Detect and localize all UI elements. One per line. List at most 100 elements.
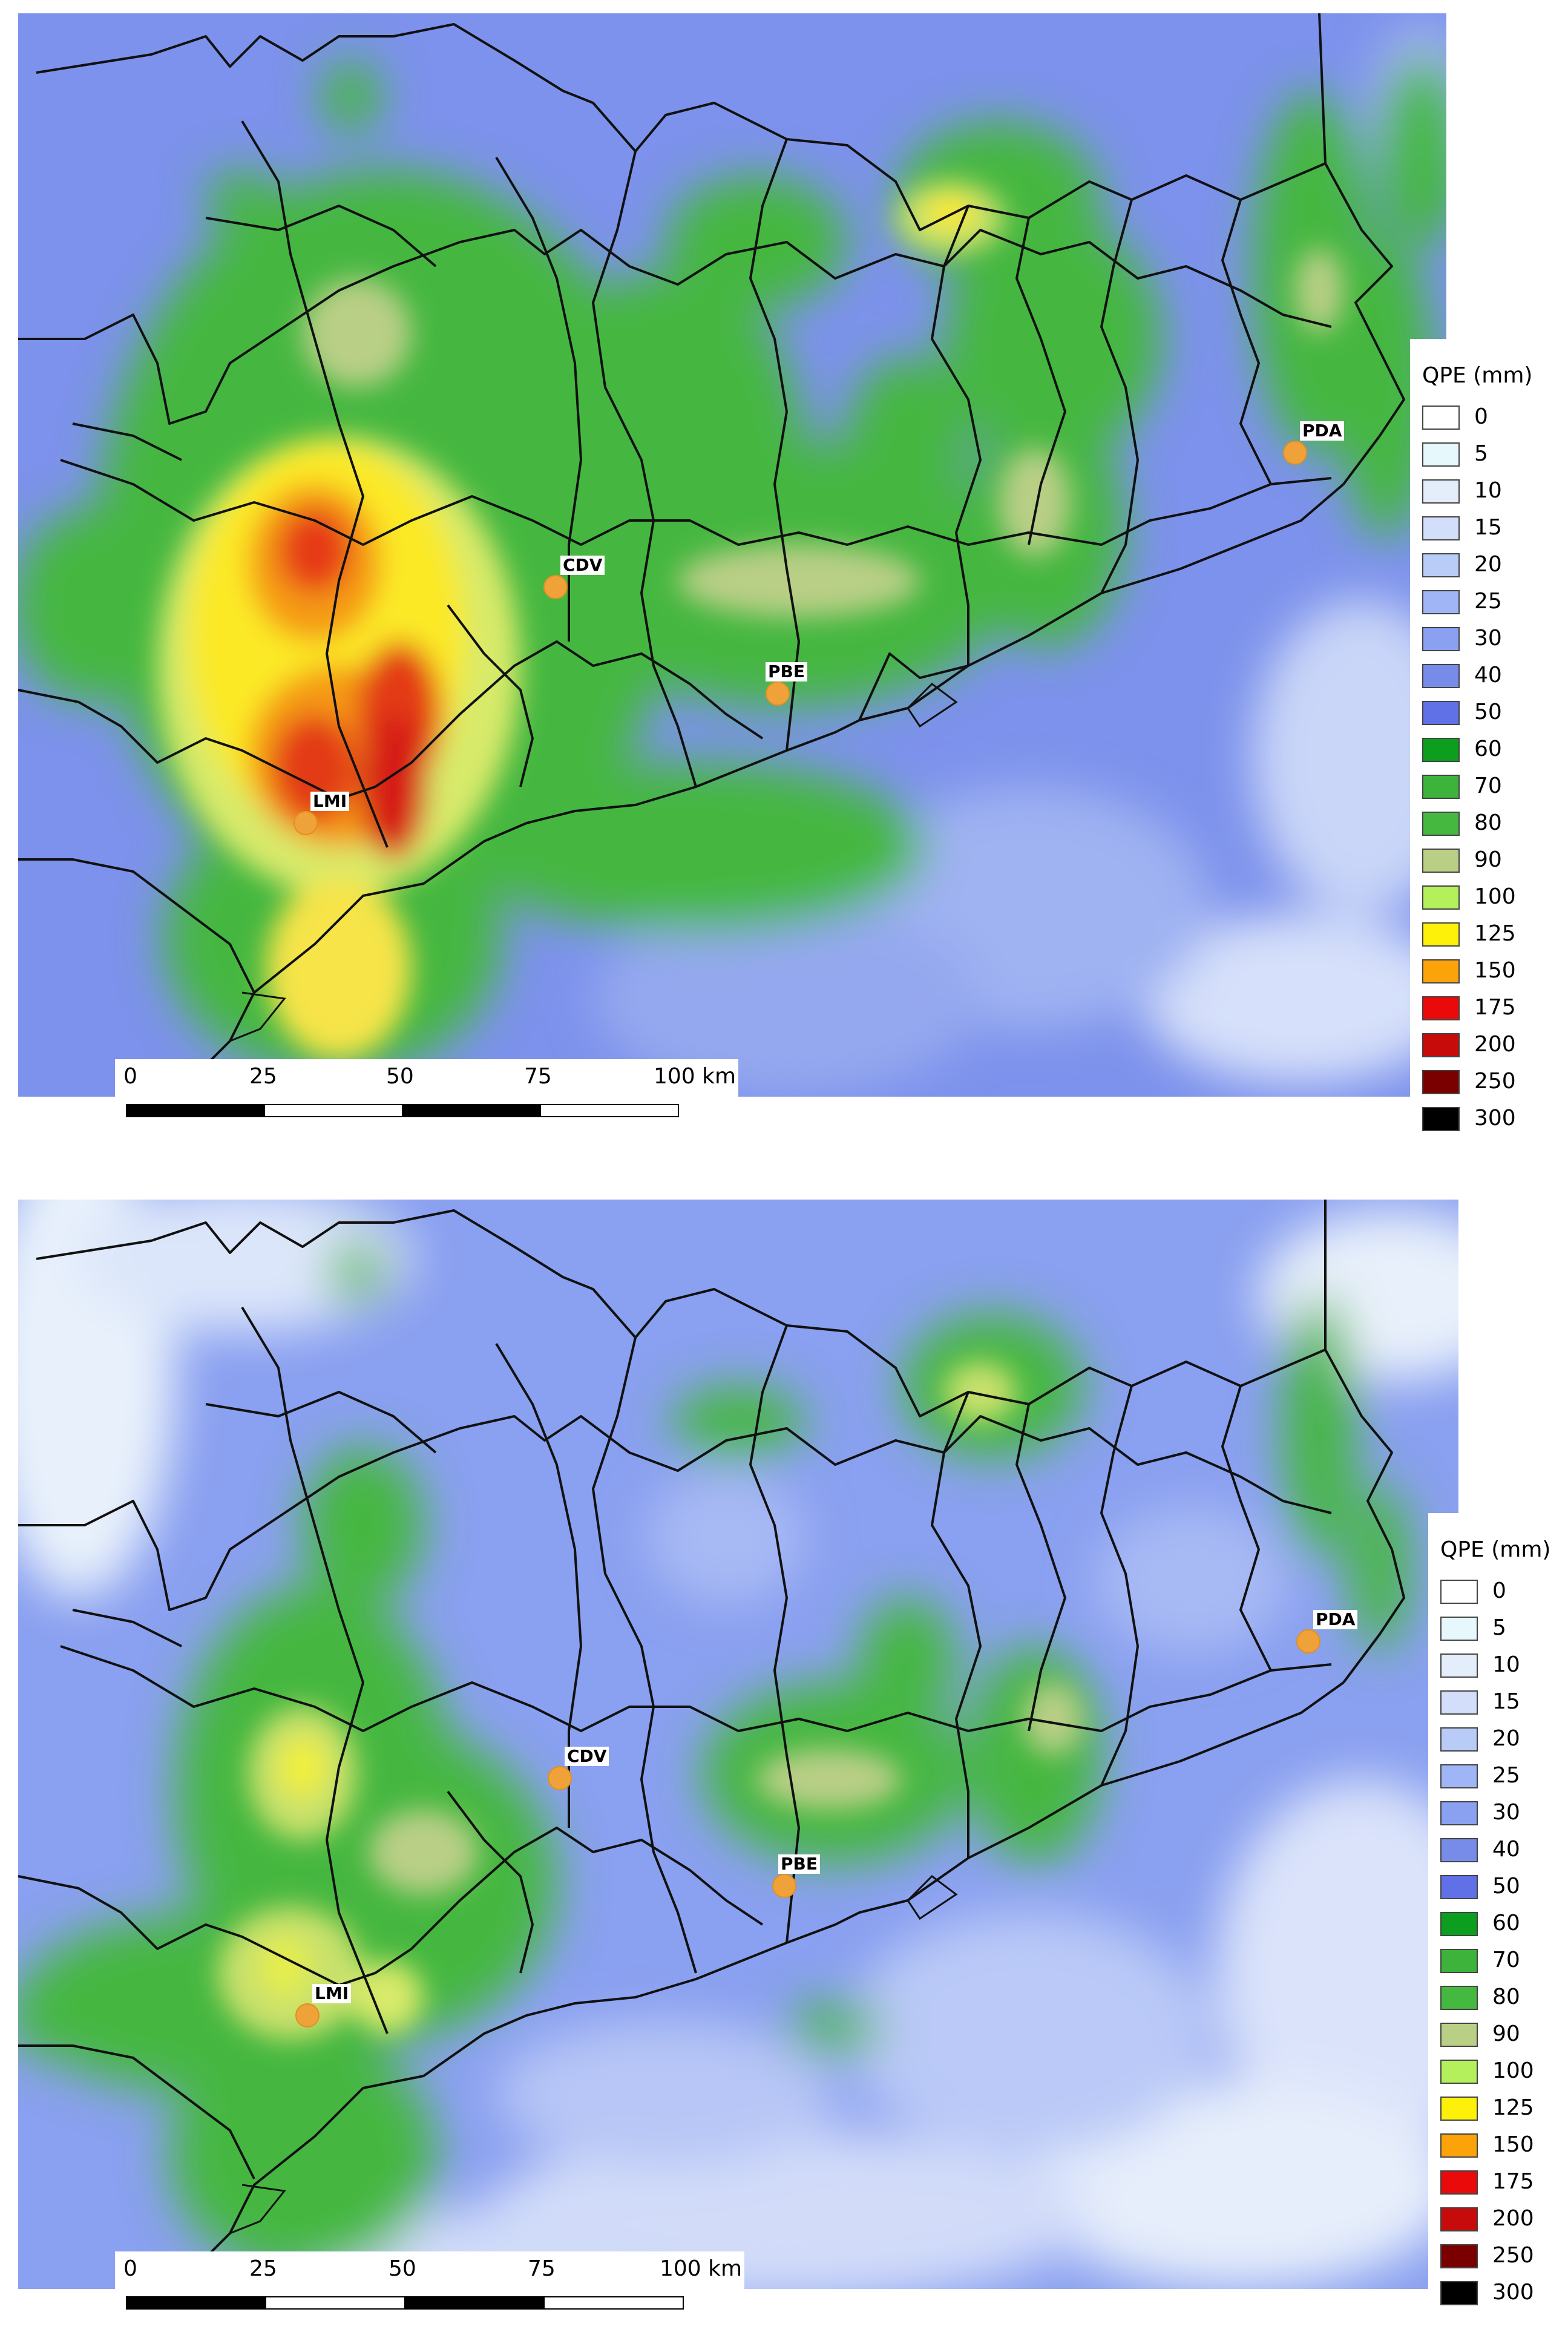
legend-swatch — [1422, 849, 1460, 873]
legend-label: 15 — [1492, 1689, 1520, 1714]
legend-item: 40 — [1422, 658, 1567, 694]
legend-label: 300 — [1474, 1106, 1516, 1131]
legend-label: 150 — [1474, 958, 1516, 983]
legend-item: 100 — [1422, 879, 1567, 916]
legend-swatch — [1422, 1107, 1460, 1131]
legend-label: 0 — [1492, 1578, 1506, 1603]
legend: QPE (mm) 0 5 10 15 20 25 30 40 50 60 70 80 90 100 125 1… — [1428, 1513, 1568, 2338]
legend-swatch — [1422, 996, 1460, 1020]
station-marker — [295, 2003, 320, 2028]
legend-item: 150 — [1440, 2127, 1568, 2164]
legend-item: 5 — [1422, 436, 1567, 473]
legend-swatch — [1440, 2133, 1478, 2158]
station-label: LMI — [310, 792, 350, 811]
legend-swatch — [1440, 1986, 1478, 2010]
legend-item: 80 — [1422, 806, 1567, 842]
legend-item: 200 — [1440, 2201, 1568, 2238]
legend-label: 50 — [1474, 700, 1502, 724]
legend-label: 20 — [1474, 552, 1502, 577]
legend-item: 100 — [1440, 2054, 1568, 2090]
scale-segment — [126, 2296, 266, 2310]
legend-item: 200 — [1422, 1027, 1567, 1063]
station-label: CDV — [565, 1747, 609, 1766]
station-label: LMI — [312, 1984, 352, 2003]
scale-tick: 50 — [389, 2256, 416, 2281]
legend-item: 50 — [1440, 1869, 1568, 1905]
legend-item: 0 — [1440, 1574, 1568, 1610]
legend-swatch — [1440, 1875, 1478, 1899]
legend-label: 175 — [1474, 995, 1516, 1020]
legend-label: 5 — [1474, 441, 1488, 466]
precipitation-map — [18, 1200, 1458, 2290]
legend-item: 5 — [1440, 1611, 1568, 1647]
legend-label: 60 — [1492, 1911, 1520, 1936]
legend-item: 80 — [1440, 1980, 1568, 2016]
legend-label: 200 — [1474, 1032, 1516, 1057]
legend-label: 150 — [1492, 2132, 1534, 2157]
legend-item: 90 — [1440, 2017, 1568, 2053]
legend-label: 70 — [1474, 773, 1502, 798]
legend-item: 125 — [1440, 2090, 1568, 2127]
legend-swatch — [1440, 2244, 1478, 2268]
legend-swatch — [1440, 1949, 1478, 1973]
legend-title: QPE (mm) — [1440, 1537, 1551, 1562]
legend-item: 250 — [1440, 2238, 1568, 2274]
legend-item: 175 — [1422, 990, 1567, 1026]
legend-item: 150 — [1422, 953, 1567, 990]
legend-item: 60 — [1440, 1906, 1568, 1942]
legend-label: 250 — [1474, 1069, 1516, 1094]
legend-label: 15 — [1474, 515, 1502, 540]
scale-tick: 50 — [386, 1064, 414, 1089]
legend-swatch — [1440, 2097, 1478, 2121]
station-marker — [294, 811, 318, 835]
legend-swatch — [1422, 775, 1460, 799]
precipitation-map — [18, 13, 1446, 1098]
legend-swatch — [1440, 1690, 1478, 1715]
scale-segment — [404, 2296, 545, 2310]
legend-item: 10 — [1422, 473, 1567, 510]
legend-item: 25 — [1440, 1758, 1568, 1795]
legend-item: 175 — [1440, 2164, 1568, 2201]
legend-label: 0 — [1474, 404, 1488, 429]
scale-tick: 0 — [123, 2256, 137, 2281]
top-map-panel: CDV PDA PBE LMI 0 25 50 75 100 km QPE (m… — [0, 0, 1568, 1150]
legend-item: 250 — [1422, 1064, 1567, 1100]
scale-bar: 0 25 50 75 100 km — [115, 1059, 738, 1132]
legend-label: 25 — [1474, 589, 1502, 614]
legend-swatch — [1422, 442, 1460, 467]
station-label: PBE — [778, 1854, 820, 1874]
scale-segment — [543, 2296, 684, 2310]
legend-swatch — [1440, 1617, 1478, 1641]
legend-label: 50 — [1492, 1874, 1520, 1899]
scale-bar: 0 25 50 75 100 km — [115, 2251, 744, 2324]
legend-label: 70 — [1492, 1948, 1520, 1972]
station-marker — [543, 575, 568, 599]
legend-label: 200 — [1492, 2206, 1534, 2231]
legend-swatch — [1440, 1764, 1478, 1788]
legend-swatch — [1422, 1070, 1460, 1094]
legend-item: 15 — [1422, 510, 1567, 547]
legend-label: 40 — [1492, 1837, 1520, 1862]
legend-swatch — [1422, 1033, 1460, 1057]
legend-swatch — [1422, 922, 1460, 947]
legend-swatch — [1440, 1727, 1478, 1752]
legend-swatch — [1422, 479, 1460, 504]
legend-swatch — [1422, 406, 1460, 430]
legend-swatch — [1440, 1653, 1478, 1678]
bottom-map-panel: CDV PDA PBE LMI 0 25 50 75 100 km QPE (m… — [0, 1186, 1568, 2338]
station-label: PDA — [1313, 1610, 1358, 1629]
legend-swatch — [1422, 590, 1460, 614]
scale-segment — [264, 1104, 403, 1117]
legend-label: 30 — [1474, 626, 1502, 651]
scale-tick: 75 — [528, 2256, 556, 2281]
legend-label: 40 — [1474, 663, 1502, 688]
station-label: CDV — [560, 556, 605, 575]
legend-swatch — [1422, 516, 1460, 540]
legend-item: 70 — [1422, 769, 1567, 805]
scale-segment — [402, 1104, 541, 1117]
legend-item: 25 — [1422, 584, 1567, 620]
legend-label: 10 — [1474, 478, 1502, 503]
legend-item: 300 — [1440, 2275, 1568, 2311]
legend-item: 125 — [1422, 916, 1567, 953]
legend-label: 10 — [1492, 1652, 1520, 1677]
